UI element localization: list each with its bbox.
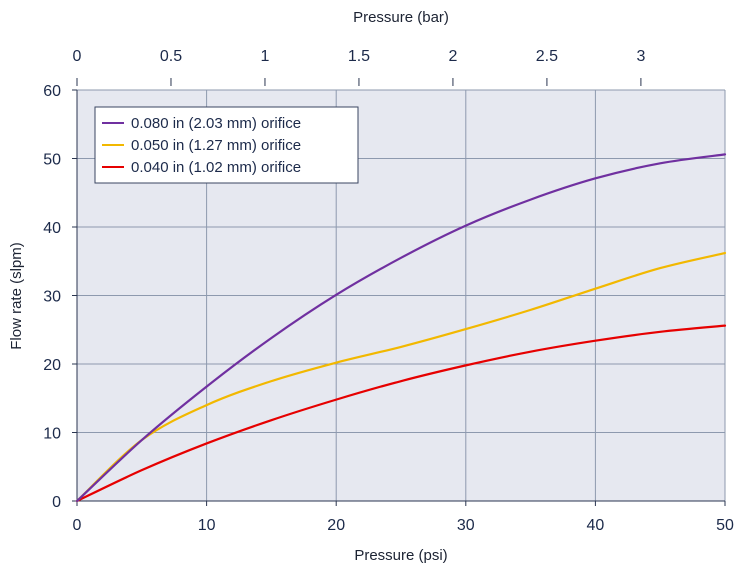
x2-tick-label: 1.5 bbox=[348, 48, 370, 65]
x-axis-label: Pressure (psi) bbox=[354, 547, 447, 564]
x-tick-label: 20 bbox=[327, 517, 345, 534]
x-tick-label: 30 bbox=[457, 517, 475, 534]
x-tick-label: 0 bbox=[73, 517, 82, 534]
series-line bbox=[75, 324, 727, 503]
x-tick-label: 40 bbox=[587, 517, 605, 534]
y-tick-label: 10 bbox=[43, 426, 61, 443]
series-line bbox=[75, 153, 727, 503]
legend-box bbox=[94, 106, 359, 184]
y-tick-label: 30 bbox=[43, 289, 61, 306]
x2-tick-label: 0.5 bbox=[160, 48, 182, 65]
x2-tick-label: 1 bbox=[261, 48, 270, 65]
y-tick-label: 40 bbox=[43, 220, 61, 237]
y-axis-label: Flow rate (slpm) bbox=[8, 242, 25, 350]
legend-label: 0.080 in (2.03 mm) orifice bbox=[131, 115, 301, 132]
x-axis-ticks: 0 10 20 30 40 50 bbox=[73, 501, 734, 534]
y-tick-label: 50 bbox=[43, 152, 61, 169]
y-tick-label: 20 bbox=[43, 357, 61, 374]
x-tick-label: 50 bbox=[716, 517, 734, 534]
x2-tick-label: 2.5 bbox=[536, 48, 558, 65]
series-line bbox=[75, 251, 727, 503]
legend-label: 0.040 in (1.02 mm) orifice bbox=[131, 159, 301, 176]
y-tick-label: 60 bbox=[43, 83, 61, 100]
top-x-axis-ticks: 0 0.5 1 1.5 2 2.5 3 bbox=[73, 48, 645, 86]
x2-tick-label: 3 bbox=[636, 48, 645, 65]
legend: 0.080 in (2.03 mm) orifice 0.050 in (1.27… bbox=[94, 106, 359, 184]
y-tick-label: 0 bbox=[52, 494, 61, 511]
x-tick-label: 10 bbox=[198, 517, 216, 534]
y-axis-ticks: 0 10 20 30 40 50 60 bbox=[43, 83, 77, 511]
legend-label: 0.050 in (1.27 mm) orifice bbox=[131, 137, 301, 154]
x2-tick-label: 0 bbox=[73, 48, 82, 65]
x2-axis-label: Pressure (bar) bbox=[353, 9, 449, 26]
x2-tick-label: 2 bbox=[448, 48, 457, 65]
series-lines bbox=[75, 153, 727, 503]
